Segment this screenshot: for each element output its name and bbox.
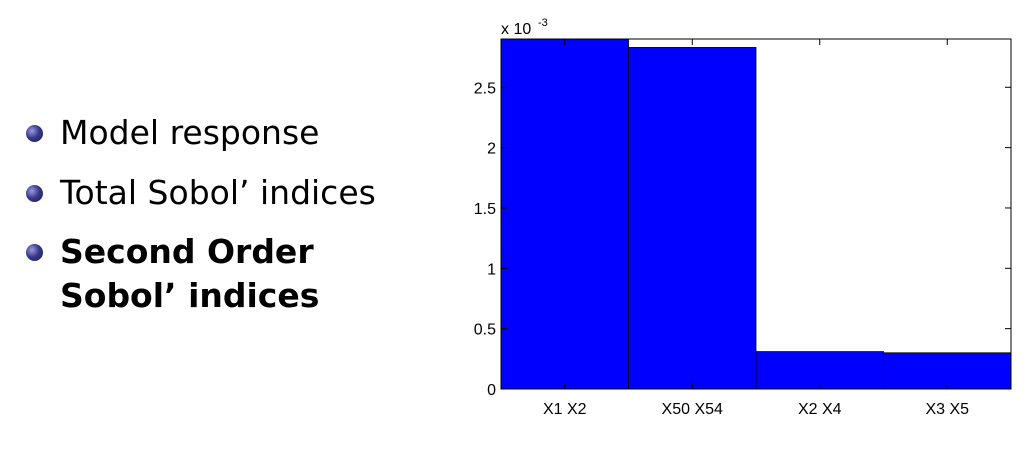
y-tick-label-4: 2 xyxy=(487,141,496,158)
x-tick-label-2: X2 X4 xyxy=(798,401,842,418)
bullet-item-model-response: Model response xyxy=(26,110,430,156)
bullet-text: Total Sobol’ indices xyxy=(60,173,376,212)
y-scale-label: x 10 xyxy=(501,21,531,38)
x-tick-label-3: X3 X5 xyxy=(925,401,969,418)
y-tick-label-5: 2.5 xyxy=(474,80,496,97)
x-tick-label-0: X1 X2 xyxy=(543,401,587,418)
bar-0 xyxy=(500,38,629,390)
axes-frame xyxy=(500,38,1012,390)
x-tick-label-1: X50 X54 xyxy=(662,401,723,418)
bullet-list: Model response Total Sobol’ indices Seco… xyxy=(26,110,430,332)
bullet-icon xyxy=(26,125,43,142)
bullet-text: Model response xyxy=(60,113,320,152)
y-tick-label-2: 1 xyxy=(487,261,496,278)
y-tick-label-0: 0 xyxy=(487,382,496,399)
bullet-icon xyxy=(26,185,43,202)
bar-1 xyxy=(628,47,757,390)
y-scale-exponent: -3 xyxy=(538,17,548,29)
y-tick-label-1: 0.5 xyxy=(474,322,496,339)
bar-2 xyxy=(755,351,884,390)
bullet-icon xyxy=(26,244,43,261)
y-tick-label-3: 1.5 xyxy=(474,201,496,218)
bar-3 xyxy=(883,352,1012,390)
bullet-item-second-order-sobol: Second Order Sobol’ indices xyxy=(26,230,430,318)
bullet-text: Second Order Sobol’ indices xyxy=(60,232,320,315)
bullet-item-total-sobol: Total Sobol’ indices xyxy=(26,170,430,216)
